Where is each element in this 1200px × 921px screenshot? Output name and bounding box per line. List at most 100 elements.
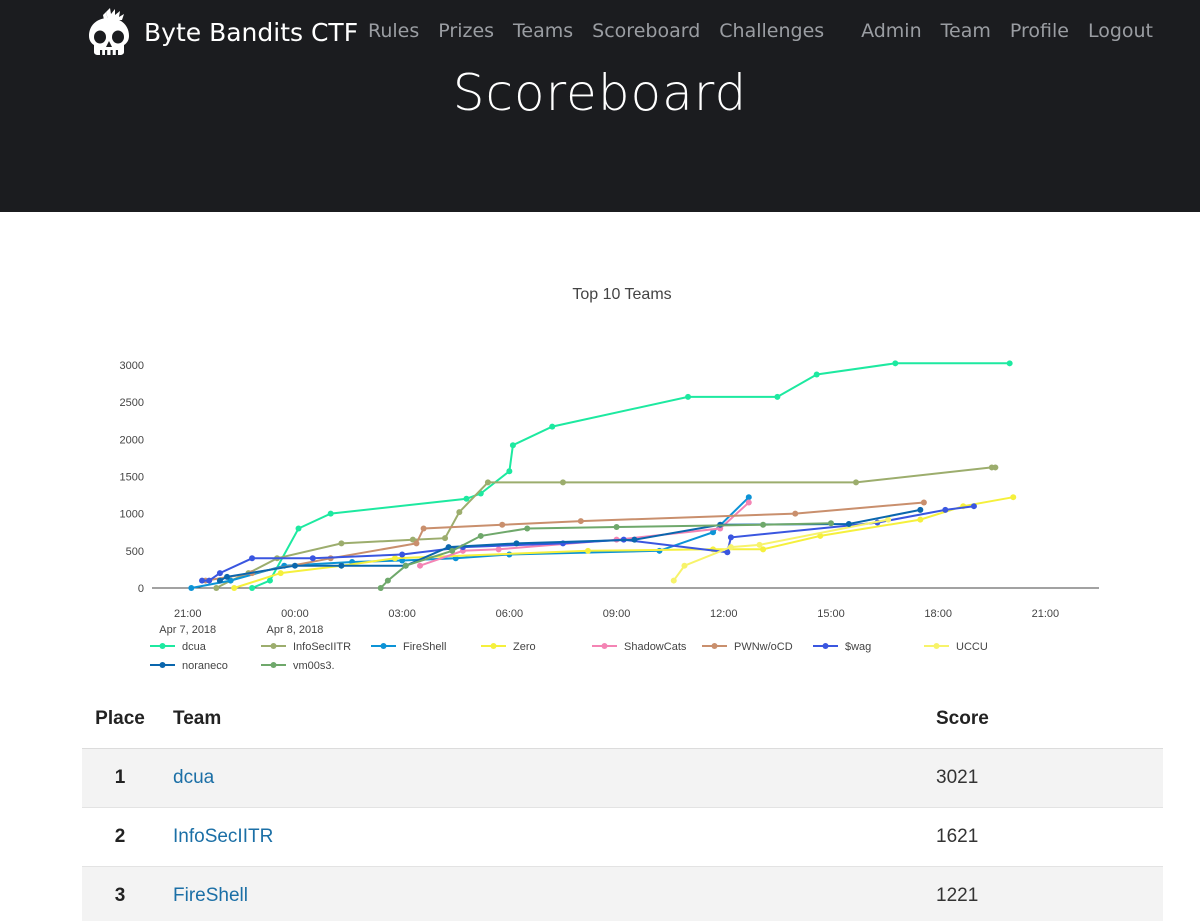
legend-label: noraneco: [182, 660, 228, 672]
team-link[interactable]: InfoSecIITR: [173, 825, 274, 847]
table-row: 3 FireShell 1221: [82, 866, 1163, 921]
team-link[interactable]: FireShell: [173, 884, 248, 906]
data-point: [917, 516, 924, 523]
data-point: [249, 585, 256, 591]
data-point: [377, 585, 384, 591]
legend-label: InfoSecIITR: [293, 641, 351, 653]
legend-label: dcua: [182, 641, 207, 653]
data-point: [266, 577, 273, 584]
y-tick-label: 0: [138, 583, 144, 595]
data-point: [970, 503, 977, 510]
data-point: [756, 541, 763, 548]
data-point: [613, 524, 620, 531]
x-tick-label: 03:00: [388, 608, 416, 620]
data-point: [413, 540, 420, 547]
nav-challenges[interactable]: Challenges: [719, 20, 825, 42]
team-cell: FireShell: [158, 866, 921, 921]
x-tick-label: 09:00: [603, 608, 631, 620]
legend-swatch-dot: [933, 643, 940, 649]
nav-admin[interactable]: Admin: [861, 20, 922, 42]
legend-label: PWNw/oCD: [734, 641, 793, 653]
data-point: [495, 546, 502, 553]
data-point: [409, 536, 416, 543]
data-point: [727, 534, 734, 541]
x-tick-label: 15:00: [817, 608, 845, 620]
y-tick-label: 1000: [120, 509, 144, 521]
data-point: [499, 521, 506, 528]
score-cell: 3021: [921, 748, 1163, 808]
nav-scoreboard[interactable]: Scoreboard: [592, 20, 701, 42]
data-point: [309, 555, 316, 562]
data-point: [188, 585, 195, 591]
x-tick-label: 12:00: [710, 608, 738, 620]
chart-title: Top 10 Teams: [572, 286, 671, 303]
x-tick-label: 00:00: [281, 608, 309, 620]
data-point: [277, 570, 284, 577]
data-point: [224, 573, 231, 580]
data-point: [710, 529, 717, 536]
data-point: [445, 544, 452, 551]
legend-swatch-dot: [822, 643, 829, 649]
legend-swatch-dot: [380, 643, 387, 649]
nav-profile[interactable]: Profile: [1009, 20, 1069, 42]
legend-swatch-dot: [270, 662, 277, 668]
data-point: [727, 544, 734, 551]
data-point: [417, 562, 424, 569]
skull-icon: [89, 8, 129, 55]
nav-rules[interactable]: Rules: [368, 20, 420, 42]
legend-swatch-dot: [711, 643, 718, 649]
data-point: [449, 547, 456, 554]
legend-swatch-dot: [159, 662, 166, 668]
data-point: [463, 495, 470, 502]
primary-nav: Rules Prizes Teams Scoreboard Challenges: [368, 20, 843, 42]
data-point: [760, 546, 767, 553]
scoreboard-table-container: Place Team Score 1 dcua 3021 2 InfoSecII…: [82, 690, 1163, 921]
data-point: [456, 509, 463, 516]
nav-prizes[interactable]: Prizes: [438, 20, 495, 42]
place-cell: 1: [82, 748, 158, 808]
header-team: Team: [158, 690, 921, 749]
legend-label: FireShell: [403, 641, 446, 653]
nav-logout[interactable]: Logout: [1087, 20, 1153, 42]
series-line: [219, 508, 921, 582]
page-title: Scoreboard: [452, 64, 748, 122]
data-point: [513, 540, 520, 547]
place-cell: 3: [82, 866, 158, 921]
data-point: [813, 371, 820, 378]
team-link[interactable]: dcua: [173, 766, 215, 788]
data-point: [745, 499, 752, 506]
data-point: [206, 577, 213, 584]
legend-label: Zero: [513, 641, 536, 653]
brand-name: Byte Bandits CTF: [144, 17, 359, 47]
scoreboard-table: Place Team Score 1 dcua 3021 2 InfoSecII…: [82, 690, 1163, 921]
series-line: [251, 362, 1010, 589]
data-point: [920, 499, 927, 506]
y-tick-label: 2000: [120, 434, 144, 446]
legend-swatch-dot: [159, 643, 166, 649]
score-cell: 1221: [921, 866, 1163, 921]
data-point: [792, 510, 799, 517]
score-cell: 1621: [921, 807, 1163, 867]
data-point: [291, 562, 298, 569]
nav-team[interactable]: Team: [940, 20, 991, 42]
data-point: [338, 540, 345, 547]
data-point: [942, 506, 949, 513]
data-point: [509, 442, 516, 449]
brand-link[interactable]: Byte Bandits CTF: [86, 8, 358, 56]
legend-swatch-dot: [490, 643, 497, 649]
data-point: [216, 577, 223, 584]
score-chart-svg: Top 10 Teams 0 500 1000 1500 2000 2500 3000 21:0…: [120, 286, 1099, 672]
legend-swatch-dot: [601, 643, 608, 649]
legend-label: vm00s3.: [293, 660, 335, 672]
nav-teams[interactable]: Teams: [513, 20, 574, 42]
data-point: [584, 547, 591, 554]
data-point: [338, 562, 345, 569]
y-tick-label: 500: [126, 546, 144, 558]
data-point: [227, 577, 234, 584]
data-point: [1006, 360, 1013, 367]
data-point: [392, 555, 399, 562]
account-nav: Admin Team Profile Logout: [842, 20, 1153, 42]
data-point: [917, 506, 924, 513]
header-score: Score: [921, 690, 1163, 749]
data-point: [524, 525, 531, 532]
